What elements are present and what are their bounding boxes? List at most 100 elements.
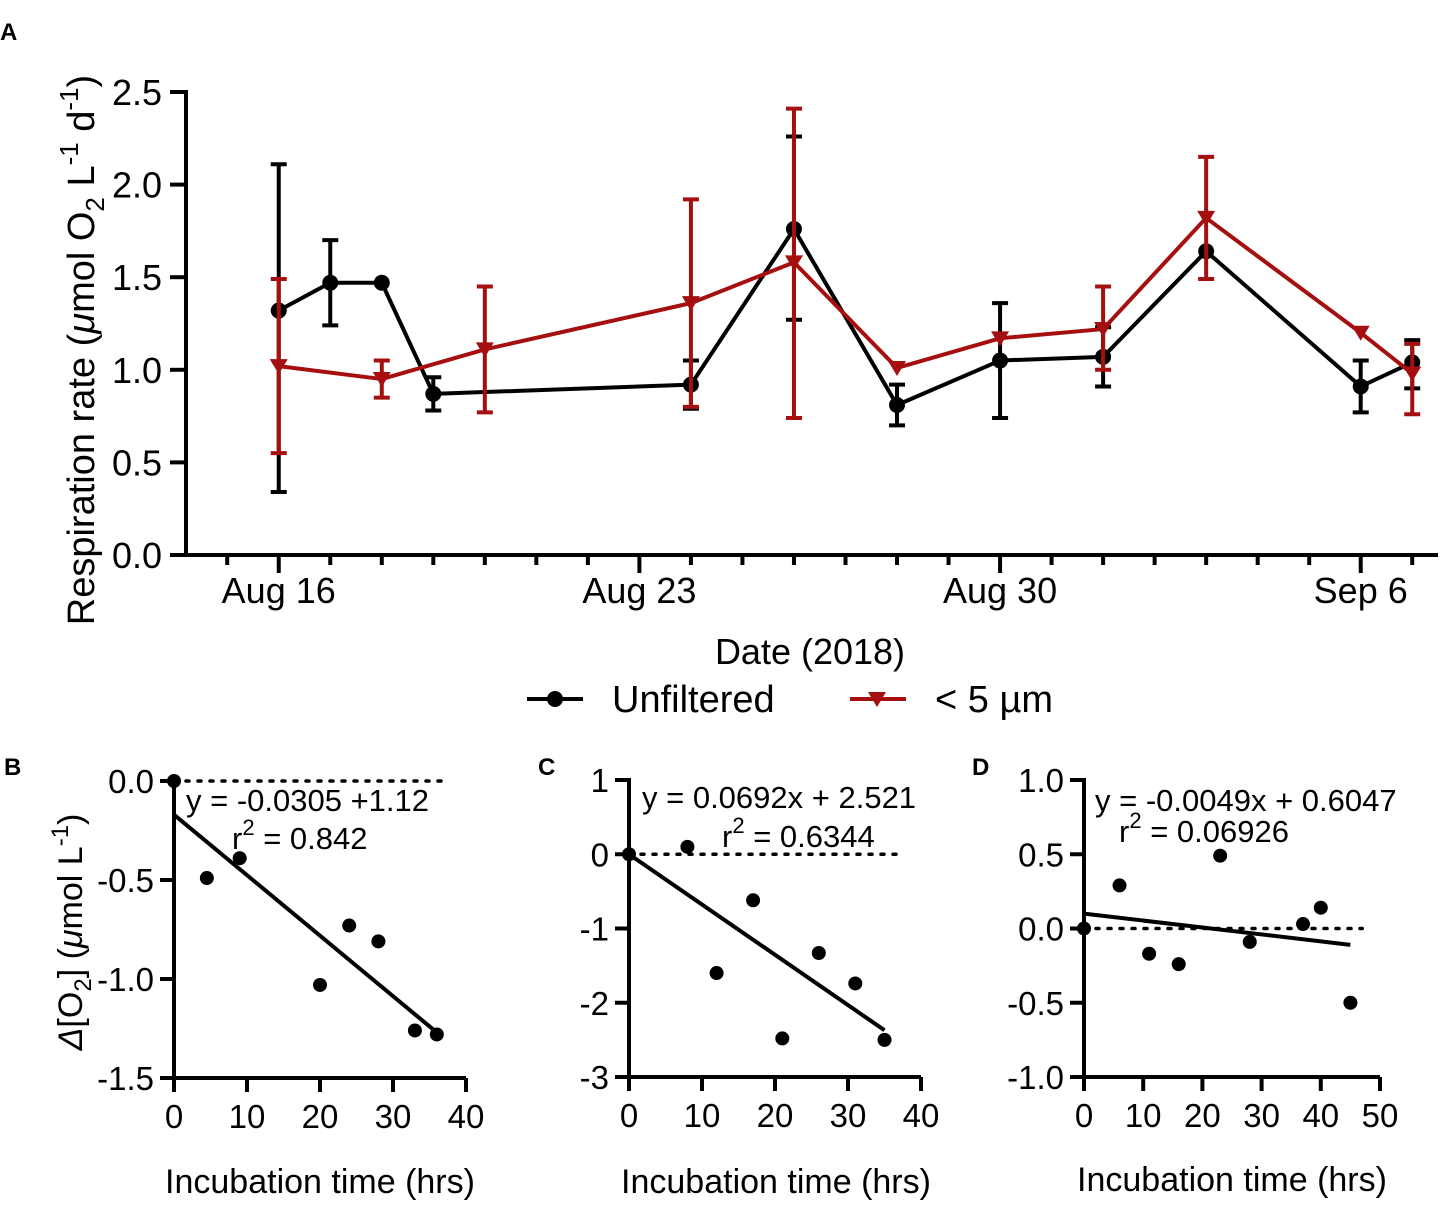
panel-c-data-point bbox=[746, 893, 761, 908]
panel-c-data-point bbox=[622, 847, 636, 862]
panel-d-x-axis-title: Incubation time (hrs) bbox=[1077, 1161, 1387, 1199]
panel-c-data-point bbox=[877, 1032, 892, 1047]
panel-c-data-point bbox=[680, 839, 695, 854]
panel-a-x-tick-label: Aug 16 bbox=[222, 570, 336, 611]
panel-a-filtered-point bbox=[1094, 322, 1113, 338]
panel-a-filtered-point bbox=[991, 331, 1010, 347]
panel-b-y-tick-label: 0.0 bbox=[108, 763, 154, 800]
panel-a-unfiltered-point bbox=[1352, 378, 1369, 395]
panel-a-y-tick-label: 2.5 bbox=[112, 72, 162, 113]
panel-c-r2: r2 = 0.6344 bbox=[722, 813, 875, 854]
panel-b-x-axis-title: Incubation time (hrs) bbox=[165, 1163, 475, 1201]
panel-d-equation: y = -0.0049x + 0.6047 bbox=[1095, 783, 1397, 818]
panel-d-label: D bbox=[972, 754, 989, 781]
panel-b-data-point bbox=[371, 934, 386, 949]
panel-a-filtered-point bbox=[784, 255, 803, 271]
panel-d-x-tick-label: 30 bbox=[1243, 1097, 1280, 1134]
legend-unfiltered-marker bbox=[547, 691, 563, 707]
panel-c-data-point bbox=[709, 966, 724, 981]
panel-a-filtered-point bbox=[1403, 366, 1422, 382]
panel-a-filtered-point bbox=[269, 359, 288, 375]
panel-a-unfiltered-point bbox=[889, 396, 906, 413]
panel-d-x-tick-label: 50 bbox=[1362, 1097, 1399, 1134]
panel-d-data-point bbox=[1213, 848, 1228, 863]
panel-a-y-tick-label: 1.0 bbox=[112, 350, 162, 391]
panel-a-legend: Unfiltered < 5 µm bbox=[527, 679, 1053, 721]
panel-b-data-point bbox=[407, 1023, 422, 1038]
panel-b-data-point bbox=[199, 871, 214, 886]
panel-c-label: C bbox=[538, 754, 555, 781]
panel-a-x-tick-label: Sep 6 bbox=[1314, 570, 1408, 611]
panel-b-equation: y = -0.0305 +1.12 bbox=[186, 783, 429, 818]
panel-a-y-tick-label: 1.5 bbox=[112, 257, 162, 298]
panel-c-data-point bbox=[848, 976, 863, 991]
panel-d-data-point bbox=[1242, 934, 1257, 949]
panel-b-chart: 0.0 -0.5 -1.0 -1.5 0 10 20 30 40 bbox=[97, 763, 484, 1135]
panel-a-y-tick-label: 2.0 bbox=[112, 165, 162, 206]
panel-d-fit-line bbox=[1083, 911, 1351, 947]
panel-d-data-point bbox=[1313, 900, 1328, 915]
panel-d-data-point bbox=[1142, 946, 1157, 961]
panel-d-x-tick-label: 40 bbox=[1302, 1097, 1339, 1134]
panel-d-x-tick-label: 0 bbox=[1075, 1097, 1093, 1134]
panel-b-y-tick-label: -1.0 bbox=[97, 961, 154, 998]
panel-a-filtered-point bbox=[1351, 325, 1370, 341]
panel-a-filtered-point bbox=[888, 360, 907, 376]
panel-b-x-tick-label: 0 bbox=[165, 1098, 183, 1135]
panel-b-r2: r2 = 0.842 bbox=[232, 815, 367, 856]
panel-a-y-tick-label: 0.0 bbox=[112, 535, 162, 576]
panel-b-data-point bbox=[232, 851, 247, 866]
legend-filtered-marker bbox=[868, 692, 886, 707]
panel-d-y-tick-label: -0.5 bbox=[1007, 985, 1064, 1022]
panel-d-data-point bbox=[1171, 957, 1186, 972]
panel-a-x-axis-title: Date (2018) bbox=[715, 631, 905, 672]
panel-a-filtered-point bbox=[681, 296, 700, 312]
panel-c-x-tick-label: 20 bbox=[757, 1097, 794, 1134]
panel-b-data-point bbox=[429, 1027, 444, 1042]
panel-a-label: A bbox=[0, 19, 17, 46]
panel-b-y-tick-label: -1.5 bbox=[97, 1060, 154, 1097]
panel-c-fit-line bbox=[627, 852, 886, 1032]
panel-b-x-tick-label: 40 bbox=[448, 1098, 485, 1135]
panel-d-y-tick-label: 0.5 bbox=[1018, 836, 1064, 873]
panel-d-data-point bbox=[1343, 995, 1358, 1010]
panel-a-filtered-series-line bbox=[278, 215, 1414, 382]
panel-b-x-tick-label: 10 bbox=[229, 1098, 266, 1135]
panel-b-data-point bbox=[342, 918, 357, 933]
panel-c-y-tick-label: 0 bbox=[591, 836, 609, 873]
panel-a-filtered-point bbox=[1197, 210, 1216, 226]
panel-a-x-tick-label: Aug 30 bbox=[943, 570, 1057, 611]
panel-a-unfiltered-point bbox=[425, 385, 442, 402]
panel-a-unfiltered-point bbox=[322, 274, 339, 291]
panel-d-r2: r2 = 0.06926 bbox=[1119, 808, 1289, 849]
panel-a-filtered-point bbox=[372, 372, 391, 388]
panel-c-x-tick-label: 0 bbox=[620, 1097, 638, 1134]
panel-b-label: B bbox=[4, 754, 21, 781]
panel-b-y-axis-title: Δ[O2] (μmol L-1) bbox=[47, 814, 97, 1052]
panel-a-chart: 0.0 0.5 1.0 1.5 2.0 2.5 Aug 16 Aug 23 Aug 30 Sep … bbox=[112, 72, 1438, 611]
panel-c-x-tick-label: 30 bbox=[830, 1097, 867, 1134]
panel-d-data-point bbox=[1296, 917, 1311, 932]
panel-c-equation: y = 0.0692x + 2.521 bbox=[642, 780, 916, 815]
panel-c-y-tick-label: 1 bbox=[591, 762, 609, 799]
panel-d-chart: 1.0 0.5 0.0 -0.5 -1.0 0 10 20 30 40 50 bbox=[1007, 762, 1398, 1134]
panel-c-y-tick-label: -2 bbox=[580, 985, 609, 1022]
panel-a-filtered-point bbox=[475, 342, 494, 358]
panel-c-data-point bbox=[775, 1031, 790, 1046]
legend-filtered-label: < 5 µm bbox=[935, 679, 1053, 721]
panel-a-y-tick-label: 0.5 bbox=[112, 442, 162, 483]
panel-c-chart: 10-1-2-30 10 20 30 40 bbox=[580, 762, 940, 1134]
panel-c-x-tick-label: 40 bbox=[903, 1097, 940, 1134]
panel-a-unfiltered-point bbox=[992, 352, 1009, 369]
panel-c-x-tick-label: 10 bbox=[684, 1097, 721, 1134]
panel-b-x-tick-label: 20 bbox=[302, 1098, 339, 1135]
panel-b-data-point bbox=[313, 977, 327, 992]
panel-a-y-axis-title: Respiration rate (μmol O2 L-1 d-1) bbox=[54, 75, 110, 625]
panel-c-y-tick-label: -3 bbox=[580, 1059, 609, 1096]
panel-d-y-tick-label: -1.0 bbox=[1007, 1059, 1064, 1096]
panel-d-y-tick-label: 0.0 bbox=[1018, 911, 1064, 948]
panel-d-data-point bbox=[1112, 878, 1127, 893]
panel-d-x-tick-label: 10 bbox=[1125, 1097, 1162, 1134]
panel-b-data-point bbox=[167, 774, 181, 788]
